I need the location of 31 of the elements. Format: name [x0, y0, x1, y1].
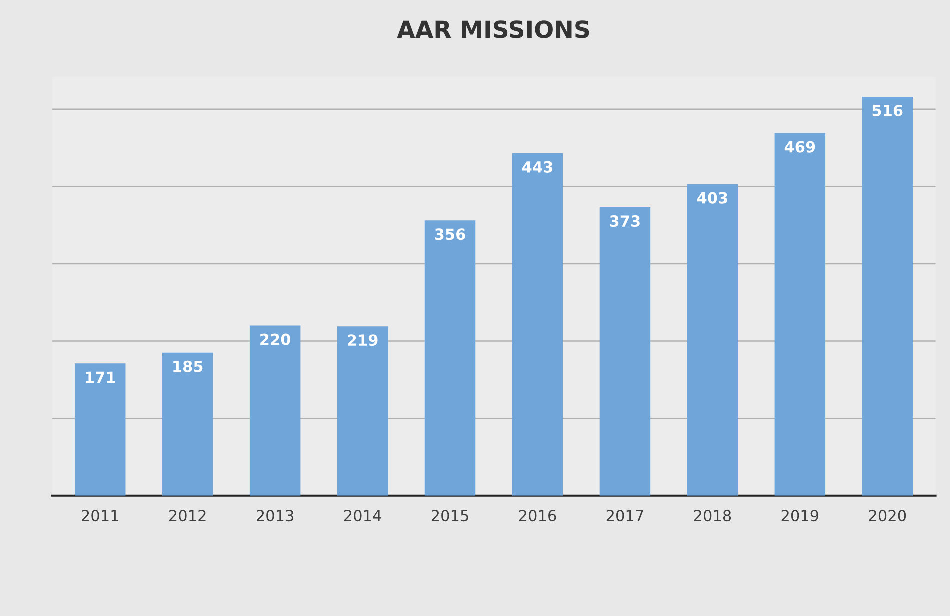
bar — [600, 208, 651, 496]
data-label: 171 — [86, 372, 116, 384]
data-label: 403 — [697, 192, 728, 204]
x-tick-label: 2017 — [606, 510, 644, 522]
bar — [774, 133, 826, 496]
bar — [74, 364, 126, 496]
data-label: 356 — [435, 228, 466, 240]
x-tick-label: 2020 — [869, 510, 906, 522]
data-label: 516 — [872, 104, 903, 117]
chart-title: AAR MISSIONS — [397, 20, 590, 38]
data-label: 219 — [348, 334, 378, 346]
x-tick-label: 2014 — [344, 510, 382, 522]
bar — [162, 352, 214, 496]
bar — [337, 326, 388, 496]
x-tick-label: 2011 — [82, 510, 118, 522]
x-tick-label: 2019 — [782, 510, 819, 522]
bar — [512, 153, 564, 496]
data-label: 220 — [260, 334, 291, 346]
x-tick-label: 2016 — [519, 510, 556, 522]
bar — [250, 326, 301, 496]
x-tick-label: 2018 — [694, 510, 732, 522]
bar — [687, 184, 738, 496]
x-tick-label: 2013 — [256, 510, 294, 522]
data-label: 469 — [784, 141, 816, 153]
data-label: 185 — [174, 360, 203, 372]
bar — [862, 96, 914, 496]
x-tick-label: 2015 — [432, 510, 468, 522]
bar — [424, 220, 476, 496]
x-tick-label: 2012 — [170, 510, 206, 522]
data-label: 373 — [610, 216, 640, 228]
data-label: 443 — [522, 161, 552, 173]
